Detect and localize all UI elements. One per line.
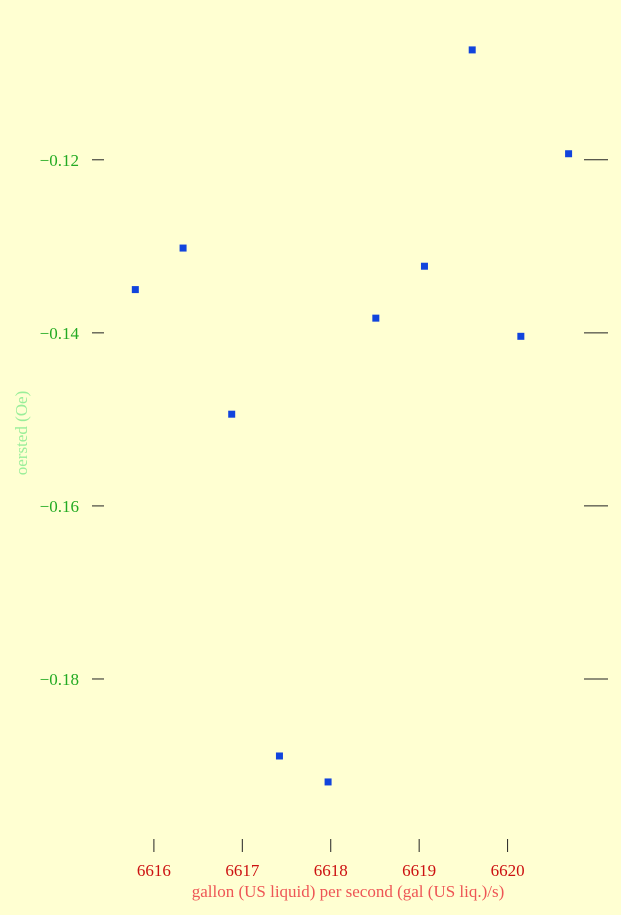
y-tick-label: −0.12	[40, 151, 79, 170]
data-point	[565, 150, 573, 158]
y-tick-label: −0.14	[40, 324, 80, 343]
x-tick-label: 6620	[491, 861, 525, 880]
data-point	[517, 332, 525, 340]
x-tick-label: 6618	[314, 861, 348, 880]
y-tick-label: −0.18	[40, 670, 79, 689]
x-axis: 6616 6617 6618 6619 6620	[137, 839, 525, 880]
x-tick-label: 6616	[137, 861, 171, 880]
data-point	[420, 262, 428, 270]
data-point	[179, 244, 187, 252]
x-tick-label: 6619	[402, 861, 436, 880]
data-points	[131, 46, 573, 786]
x-tick-label: 6617	[225, 861, 260, 880]
data-point	[131, 286, 139, 294]
y-axis-label: oersted (Oe)	[12, 391, 31, 476]
data-point	[275, 752, 283, 760]
y-axis: −0.12 −0.14 −0.16 −0.18	[40, 151, 608, 689]
x-axis-label: gallon (US liquid) per second (gal (US l…	[192, 882, 505, 901]
data-point	[468, 46, 476, 54]
data-point	[372, 314, 380, 322]
data-point	[324, 778, 332, 786]
data-point	[228, 410, 236, 418]
y-tick-label: −0.16	[40, 497, 79, 516]
